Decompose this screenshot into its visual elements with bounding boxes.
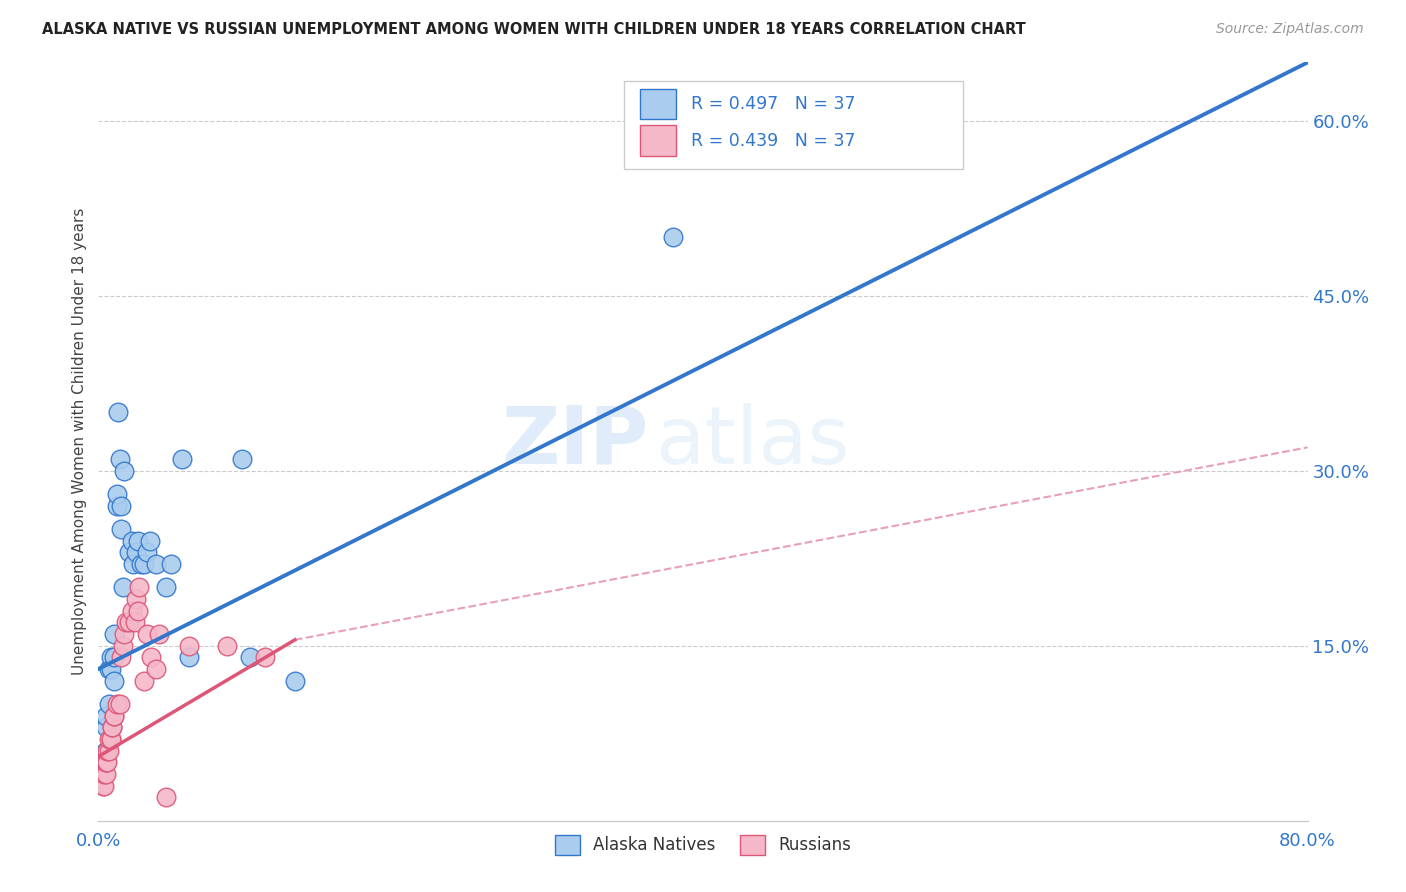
Point	[139, 533, 162, 548]
Point	[96, 756, 118, 770]
Point	[108, 452, 131, 467]
Text: Source: ZipAtlas.com: Source: ZipAtlas.com	[1216, 22, 1364, 37]
Point	[121, 604, 143, 618]
Point	[94, 744, 117, 758]
Point	[661, 230, 683, 244]
Point	[284, 673, 307, 688]
Point	[98, 744, 121, 758]
Point	[118, 545, 141, 559]
Point	[100, 650, 122, 665]
Point	[170, 452, 193, 467]
Point	[179, 650, 201, 665]
Point	[108, 697, 131, 711]
Point	[122, 557, 145, 571]
Point	[94, 756, 117, 770]
Point	[107, 405, 129, 419]
Point	[145, 557, 167, 571]
Point	[125, 592, 148, 607]
Point	[114, 615, 136, 630]
Point	[111, 580, 134, 594]
Point	[111, 639, 134, 653]
Text: R = 0.439   N = 37: R = 0.439 N = 37	[690, 131, 855, 150]
Point	[105, 487, 128, 501]
Point	[103, 708, 125, 723]
Point	[148, 627, 170, 641]
Point	[93, 779, 115, 793]
Point	[96, 744, 118, 758]
Point	[110, 522, 132, 536]
Point	[94, 767, 117, 781]
Bar	[640, 126, 676, 156]
Point	[145, 662, 167, 676]
Point	[918, 90, 941, 104]
Bar	[640, 89, 676, 120]
Point	[179, 639, 201, 653]
Point	[112, 464, 135, 478]
Point	[231, 452, 253, 467]
FancyBboxPatch shape	[624, 81, 963, 169]
Point	[103, 650, 125, 665]
Point	[160, 557, 183, 571]
Point	[103, 708, 125, 723]
Point	[105, 499, 128, 513]
Point	[155, 580, 177, 594]
Point	[101, 720, 124, 734]
Point	[91, 779, 114, 793]
Point	[98, 731, 121, 746]
Point	[127, 604, 149, 618]
Point	[155, 790, 177, 805]
Point	[121, 533, 143, 548]
Point	[124, 615, 146, 630]
Text: ZIP: ZIP	[502, 402, 648, 481]
Point	[135, 545, 157, 559]
Point	[93, 767, 115, 781]
Point	[105, 697, 128, 711]
Point	[103, 673, 125, 688]
Point	[100, 731, 122, 746]
Y-axis label: Unemployment Among Women with Children Under 18 years: Unemployment Among Women with Children U…	[72, 208, 87, 675]
Point	[253, 650, 276, 665]
Point	[127, 533, 149, 548]
Point	[98, 662, 121, 676]
Point	[94, 756, 117, 770]
Point	[94, 708, 117, 723]
Point	[110, 650, 132, 665]
Point	[135, 627, 157, 641]
Point	[239, 650, 262, 665]
Point	[118, 615, 141, 630]
Point	[215, 639, 238, 653]
Point	[110, 499, 132, 513]
Point	[128, 580, 150, 594]
Point	[103, 627, 125, 641]
Point	[100, 731, 122, 746]
Legend: Alaska Natives, Russians: Alaska Natives, Russians	[548, 828, 858, 862]
Text: R = 0.497   N = 37: R = 0.497 N = 37	[690, 95, 855, 113]
Point	[129, 557, 152, 571]
Text: ALASKA NATIVE VS RUSSIAN UNEMPLOYMENT AMONG WOMEN WITH CHILDREN UNDER 18 YEARS C: ALASKA NATIVE VS RUSSIAN UNEMPLOYMENT AM…	[42, 22, 1026, 37]
Point	[101, 720, 124, 734]
Point	[132, 673, 155, 688]
Point	[125, 545, 148, 559]
Point	[141, 650, 163, 665]
Text: atlas: atlas	[655, 402, 849, 481]
Point	[94, 720, 117, 734]
Point	[132, 557, 155, 571]
Point	[100, 662, 122, 676]
Point	[112, 627, 135, 641]
Point	[98, 697, 121, 711]
